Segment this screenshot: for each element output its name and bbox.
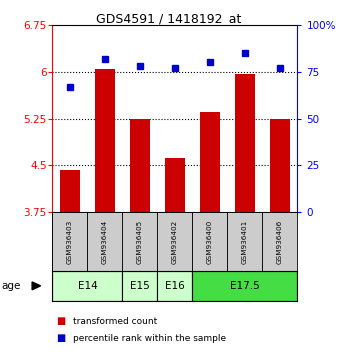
Bar [270,119,290,212]
Text: GSM936403: GSM936403 [67,219,73,264]
Bar [158,212,192,271]
Text: transformed count: transformed count [73,317,157,326]
Text: E17.5: E17.5 [230,281,260,291]
Bar [52,212,88,271]
Bar [88,212,122,271]
Text: ■: ■ [56,333,65,343]
Bar [200,112,220,212]
Bar [165,158,185,212]
Text: GSM936404: GSM936404 [102,219,108,264]
Text: percentile rank within the sample: percentile rank within the sample [73,333,226,343]
Bar [95,69,115,212]
Text: GSM936406: GSM936406 [277,219,283,264]
Bar [192,271,297,301]
Bar [235,74,255,212]
Bar [122,271,158,301]
Text: E16: E16 [165,281,185,291]
Bar [227,212,262,271]
Bar [122,212,158,271]
Bar [60,171,79,212]
Bar [130,119,149,212]
Text: GSM936405: GSM936405 [137,219,143,264]
Text: GSM936402: GSM936402 [172,219,178,264]
Text: E14: E14 [77,281,97,291]
Text: age: age [2,281,21,291]
Bar [52,271,122,301]
Polygon shape [32,282,41,290]
Text: E15: E15 [130,281,150,291]
Text: GSM936401: GSM936401 [242,219,248,264]
Text: GDS4591 / 1418192_at: GDS4591 / 1418192_at [96,12,242,25]
Text: ■: ■ [56,316,65,326]
Bar [262,212,297,271]
Text: GSM936400: GSM936400 [207,219,213,264]
Bar [192,212,227,271]
Bar [158,271,192,301]
